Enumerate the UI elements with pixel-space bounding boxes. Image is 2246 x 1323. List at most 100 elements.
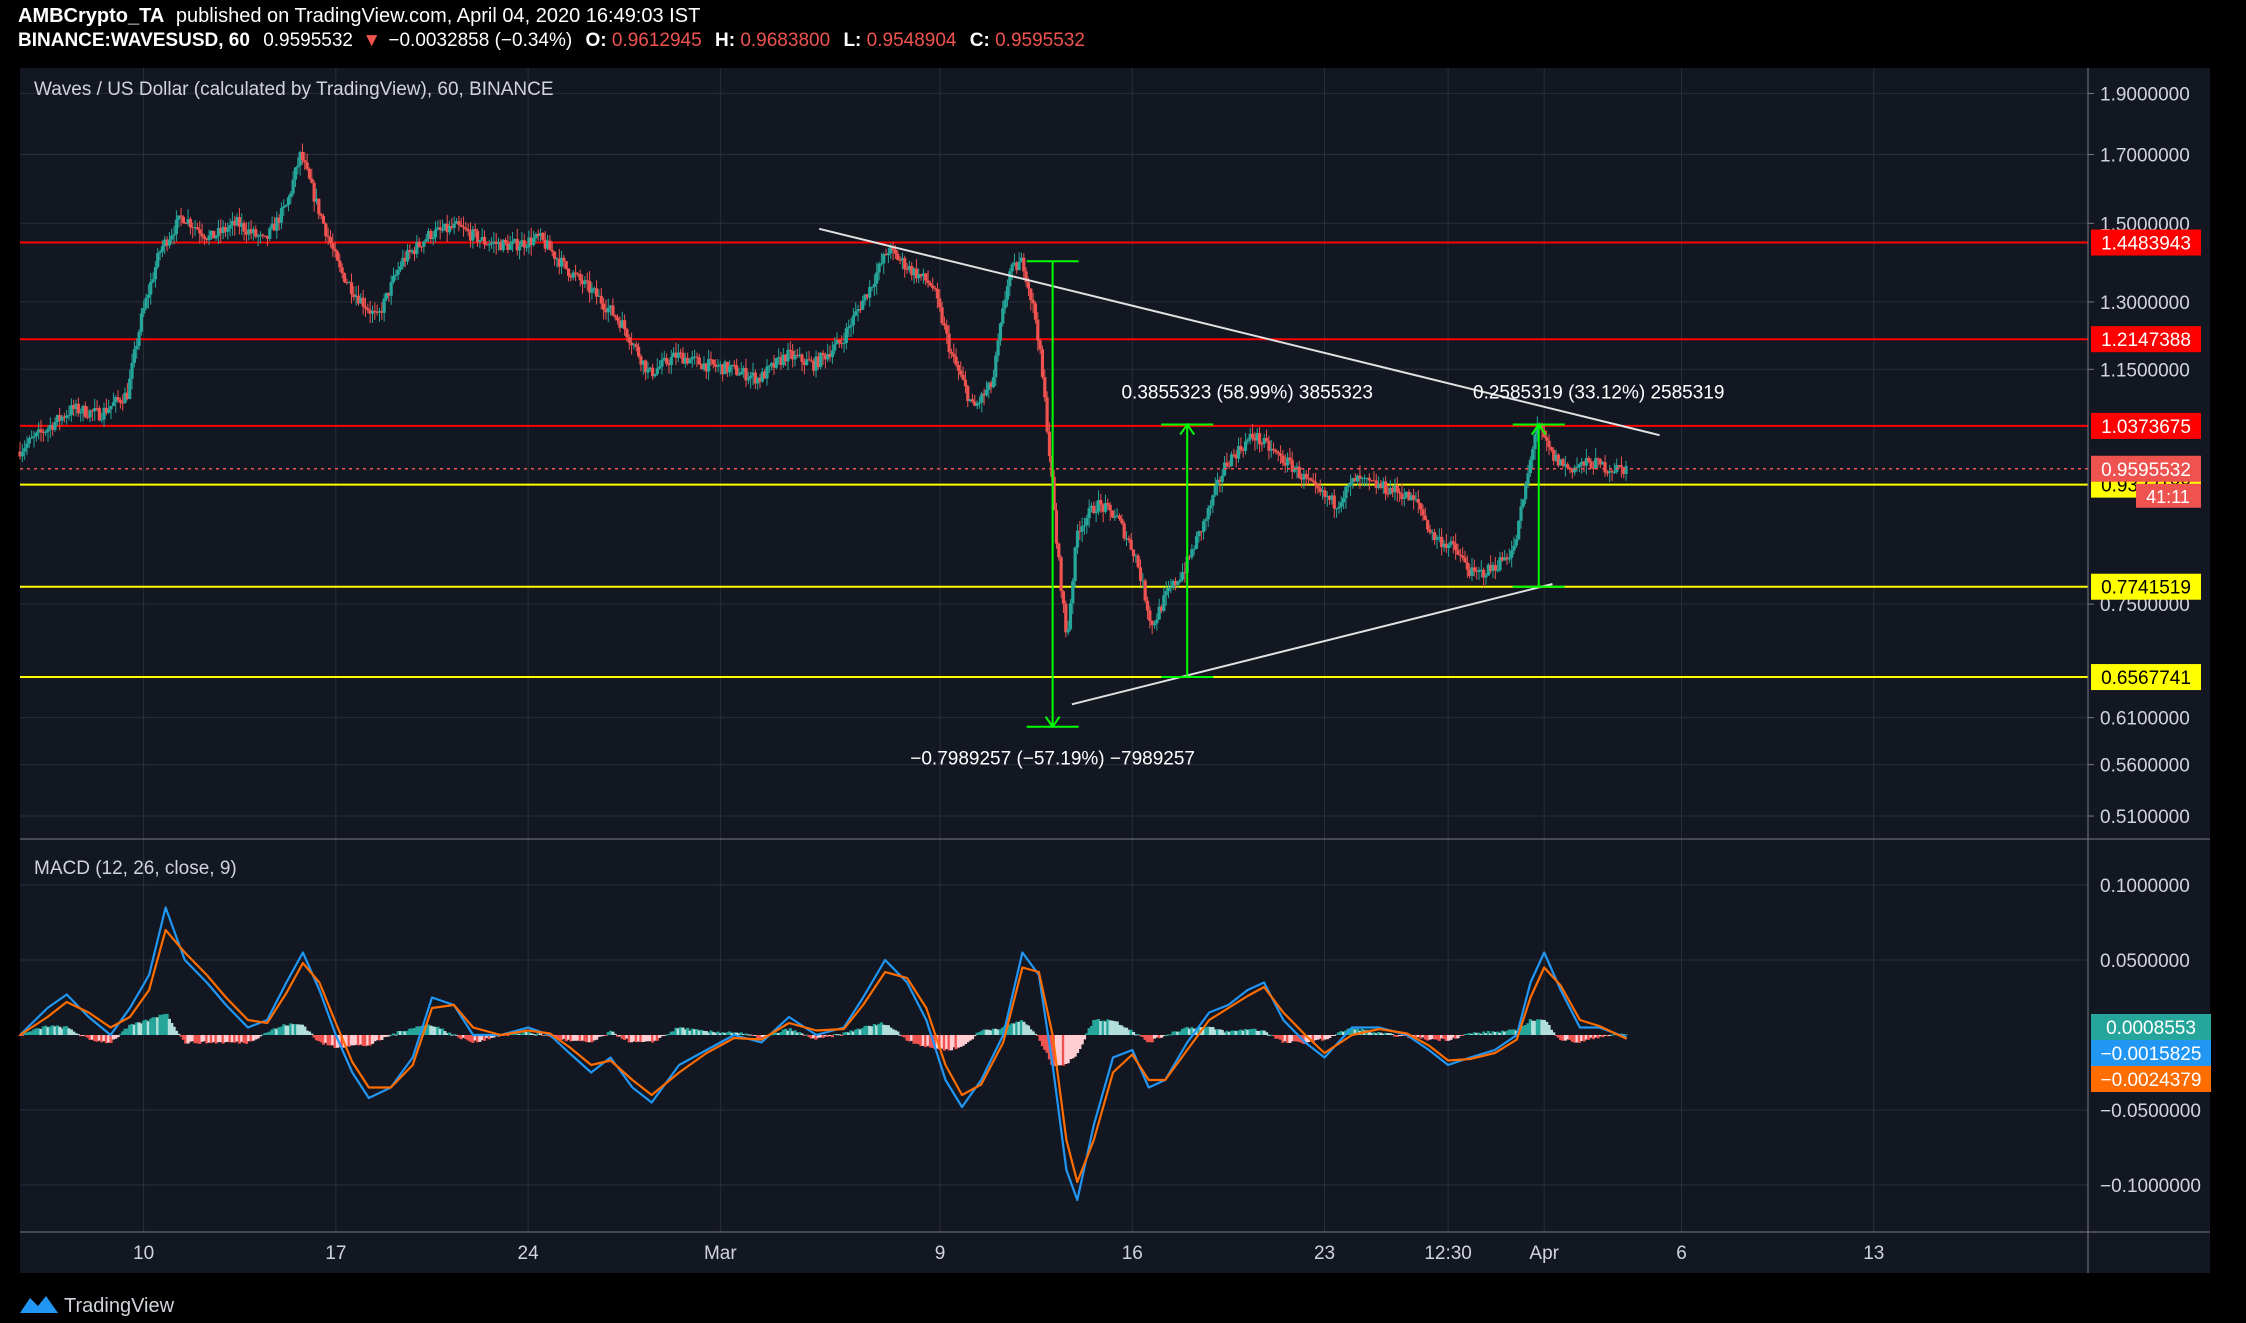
x-tick-label: Mar (704, 1243, 737, 1264)
histogram-bar (840, 1035, 844, 1036)
histogram-bar (1575, 1035, 1579, 1043)
candle (1386, 485, 1390, 498)
macd-value-tag[interactable]: 0.0008553 (2091, 1014, 2211, 1040)
histogram-bar (679, 1027, 683, 1035)
measure-tool[interactable]: −0.7989257 (−57.19%) −7989257 (910, 260, 1195, 770)
candle-body (1124, 538, 1129, 540)
candle (482, 230, 487, 249)
candle-body (1031, 300, 1035, 304)
candle (398, 261, 403, 273)
candle (1577, 463, 1581, 473)
histogram-bar (1482, 1031, 1486, 1035)
candle-body (753, 372, 757, 384)
candle (863, 293, 867, 306)
level-price-tag-bg (2091, 229, 2201, 256)
candle (1001, 300, 1005, 327)
tradingview-logo[interactable]: TradingView (20, 1295, 175, 1317)
candle (258, 231, 263, 244)
candle (135, 338, 139, 359)
histogram-bar (1285, 1035, 1290, 1043)
candle-body (609, 305, 613, 308)
candle-body (100, 419, 104, 421)
histogram-bar (412, 1028, 417, 1035)
histogram-bar (426, 1024, 431, 1035)
candle (830, 341, 834, 364)
candle-body (1407, 491, 1411, 501)
histogram-bar (786, 1030, 790, 1035)
histogram-bar (1540, 1019, 1544, 1035)
histogram-bar (513, 1032, 517, 1035)
level-price-tag[interactable]: 1.4483943 (2091, 229, 2201, 256)
macd-value-tag[interactable]: −0.0015825 (2091, 1040, 2211, 1066)
level-price-tag[interactable]: 0.6567741 (2091, 664, 2201, 691)
candle-body (1197, 531, 1201, 537)
candle (307, 167, 312, 180)
trendline-ascending[interactable] (1071, 583, 1553, 706)
histogram-bar (1166, 1034, 1171, 1036)
histogram-bar (592, 1035, 596, 1041)
histogram-bar (163, 1014, 167, 1035)
candle-body (1414, 499, 1418, 501)
candle-body (1036, 319, 1040, 341)
histogram-bar (559, 1035, 564, 1041)
level-price-tag[interactable]: 1.0373675 (2091, 412, 2201, 439)
candle (963, 371, 968, 394)
histogram-bar (55, 1025, 59, 1035)
histogram-bar (830, 1035, 834, 1038)
macd-value-tag[interactable]: −0.0024379 (2091, 1066, 2211, 1092)
candle-body (830, 350, 834, 358)
histogram-bar (1601, 1035, 1605, 1038)
candle-body (952, 353, 956, 357)
histogram-bar (1330, 1035, 1334, 1036)
histogram-bar (209, 1035, 214, 1044)
candle-body (604, 309, 608, 313)
histogram-bar (1535, 1019, 1539, 1035)
histogram-bar (1045, 1035, 1049, 1053)
histogram-bar (354, 1035, 358, 1045)
candle (417, 237, 421, 248)
candle (1363, 474, 1367, 487)
histogram-bar (195, 1035, 200, 1044)
trendline-descending[interactable] (818, 227, 1660, 437)
candle (123, 387, 127, 404)
macd-series-signal[interactable] (19, 928, 1628, 1184)
candle (1299, 473, 1304, 488)
histogram-bar (282, 1024, 286, 1035)
histogram-bar (1430, 1035, 1434, 1039)
author-name[interactable]: AMBCrypto_TA (18, 5, 164, 27)
candle (1510, 540, 1514, 568)
candle-body (644, 360, 648, 373)
candle (286, 195, 291, 212)
histogram-bar (1194, 1028, 1199, 1035)
candle (1545, 430, 1549, 452)
candle-body (377, 311, 382, 313)
candle-body (793, 355, 797, 360)
histogram-bar (333, 1035, 337, 1048)
histogram-bar (1068, 1035, 1073, 1060)
histogram-bar (396, 1030, 400, 1035)
histogram-bar (569, 1035, 573, 1042)
current-price-tag[interactable]: 0.9595532 (2091, 455, 2201, 482)
candle (1138, 559, 1143, 587)
histogram-bar (291, 1024, 295, 1035)
candle (940, 302, 944, 326)
histogram-bar (648, 1035, 652, 1042)
candle-body (1433, 532, 1437, 540)
histogram-bar (247, 1035, 251, 1042)
measure-tool[interactable]: 0.2585319 (33.12%) 2585319 (1473, 383, 1724, 588)
candle-body (86, 416, 90, 418)
histogram-bar (1292, 1035, 1297, 1042)
level-price-tag[interactable]: 0.7741519 (2091, 573, 2201, 600)
candle (160, 240, 164, 258)
histogram-bar (639, 1035, 643, 1042)
macd-pane[interactable] (18, 906, 1628, 1202)
macd-series-macd[interactable] (19, 906, 1627, 1202)
measure-tool[interactable]: 0.3855323 (58.99%) 3855323 (1121, 383, 1373, 679)
level-price-tag[interactable]: 1.2147388 (2091, 326, 2201, 353)
candle (1456, 543, 1460, 555)
candle-body (1605, 472, 1609, 474)
histogram-bar (1370, 1032, 1374, 1035)
histogram-bar (30, 1031, 34, 1035)
